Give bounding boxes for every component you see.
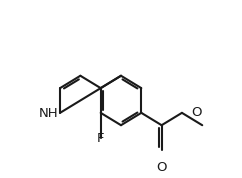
Text: O: O (192, 106, 202, 119)
Text: O: O (156, 161, 167, 174)
Text: F: F (97, 132, 105, 145)
Text: NH: NH (39, 107, 58, 120)
